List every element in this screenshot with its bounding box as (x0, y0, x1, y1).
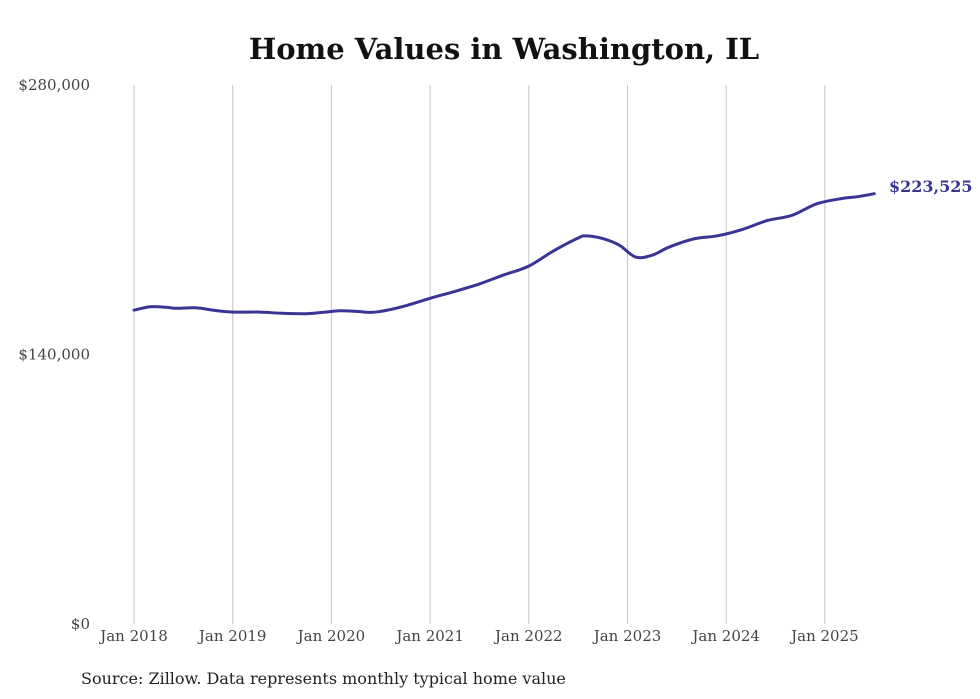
x-tick-label: Jan 2023 (592, 627, 662, 645)
y-axis-ticks: $280,000 $140,000 $0 (18, 76, 90, 633)
x-tick-label: Jan 2025 (789, 627, 859, 645)
x-tick-label: Jan 2019 (197, 627, 267, 645)
x-tick-label: Jan 2020 (296, 627, 366, 645)
y-tick-label: $280,000 (18, 76, 90, 94)
x-tick-label: Jan 2024 (690, 627, 760, 645)
x-axis-ticks: Jan 2018 Jan 2019 Jan 2020 Jan 2021 Jan 2022… (98, 627, 858, 645)
x-tick-label: Jan 2018 (98, 627, 168, 645)
x-tick-label: Jan 2022 (493, 627, 563, 645)
chart-title: Home Values in Washington, IL (249, 32, 759, 66)
x-tick-label: Jan 2021 (394, 627, 464, 645)
y-tick-label: $0 (71, 615, 90, 633)
latest-value-label: $223,525 (889, 177, 973, 196)
home-value-line (132, 192, 876, 316)
source-note: Source: Zillow. Data represents monthly … (81, 669, 566, 688)
gridlines (133, 85, 826, 624)
y-tick-label: $140,000 (18, 346, 90, 364)
